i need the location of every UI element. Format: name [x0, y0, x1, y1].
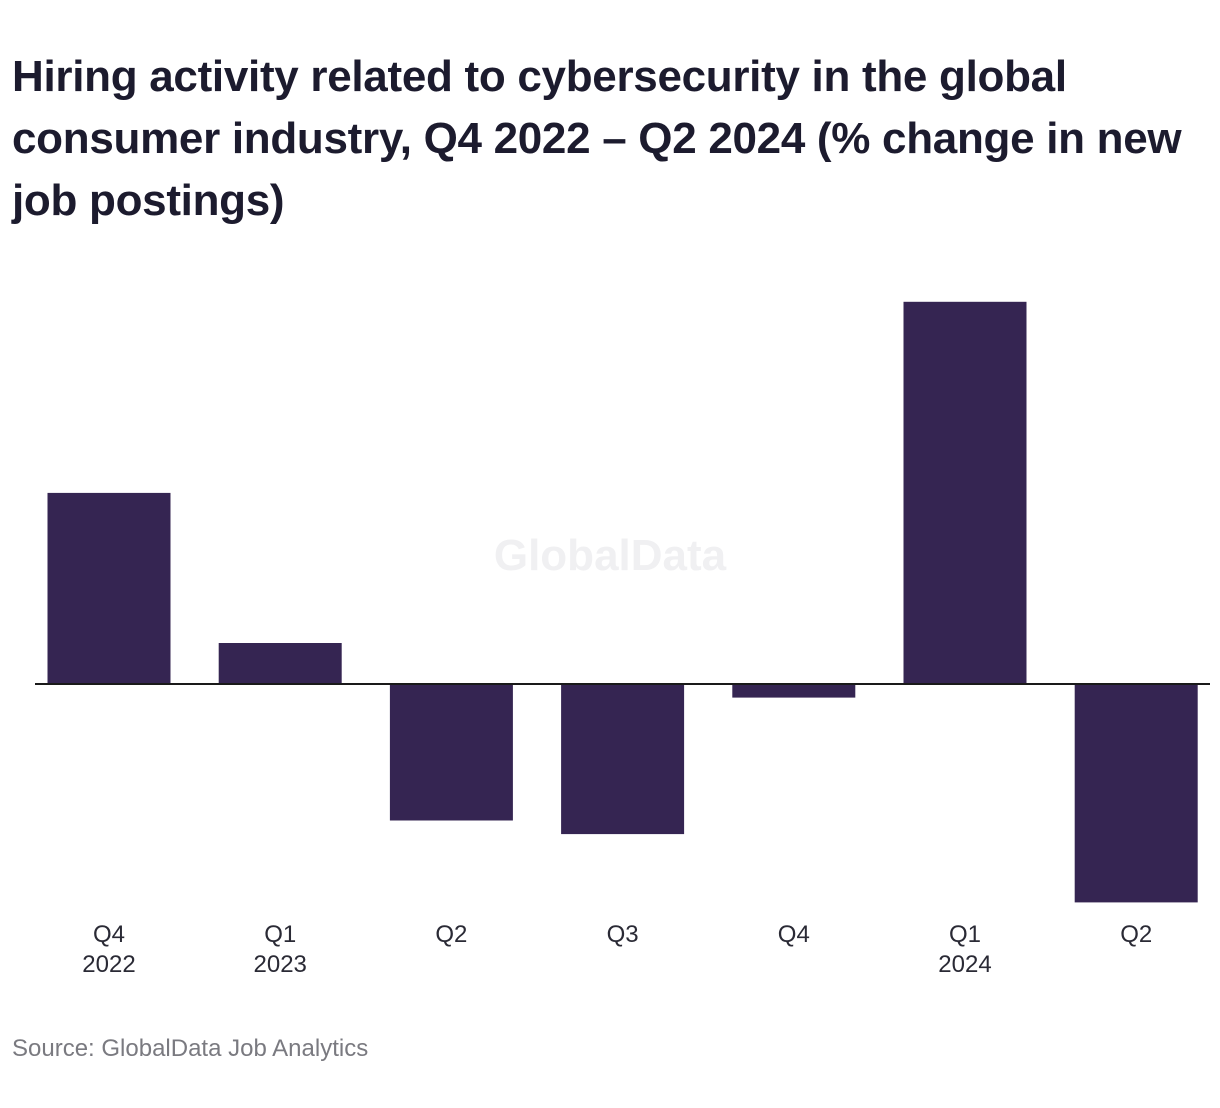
x-tick-year-5: 2024 — [938, 951, 991, 978]
bar-0 — [47, 492, 171, 684]
bar-2 — [389, 684, 513, 821]
x-tick-year-0: 2022 — [82, 951, 135, 978]
x-tick-year-1: 2023 — [254, 951, 307, 978]
bar-1 — [218, 643, 342, 684]
bar-4 — [732, 684, 856, 698]
x-axis-labels: Q4 2022 Q1 2023 Q2 Q3 Q4 Q1 2024 Q2 — [82, 921, 1152, 978]
x-tick-quarter-3: Q3 — [607, 921, 639, 948]
bars-layer — [47, 301, 1198, 903]
x-tick-quarter-6: Q2 — [1120, 921, 1152, 948]
chart-title: Hiring activity related to cybersecurity… — [12, 52, 1182, 225]
x-tick-quarter-2: Q2 — [435, 921, 467, 948]
watermark-text: GlobalData — [494, 531, 727, 580]
bar-5 — [903, 301, 1027, 684]
source-note: Source: GlobalData Job Analytics — [12, 1035, 369, 1062]
bar-6 — [1074, 684, 1198, 903]
x-tick-quarter-1: Q1 — [264, 921, 296, 948]
x-tick-quarter-4: Q4 — [778, 921, 810, 948]
bar-3 — [561, 684, 685, 835]
x-tick-quarter-0: Q4 — [93, 921, 125, 948]
x-tick-quarter-5: Q1 — [949, 921, 981, 948]
